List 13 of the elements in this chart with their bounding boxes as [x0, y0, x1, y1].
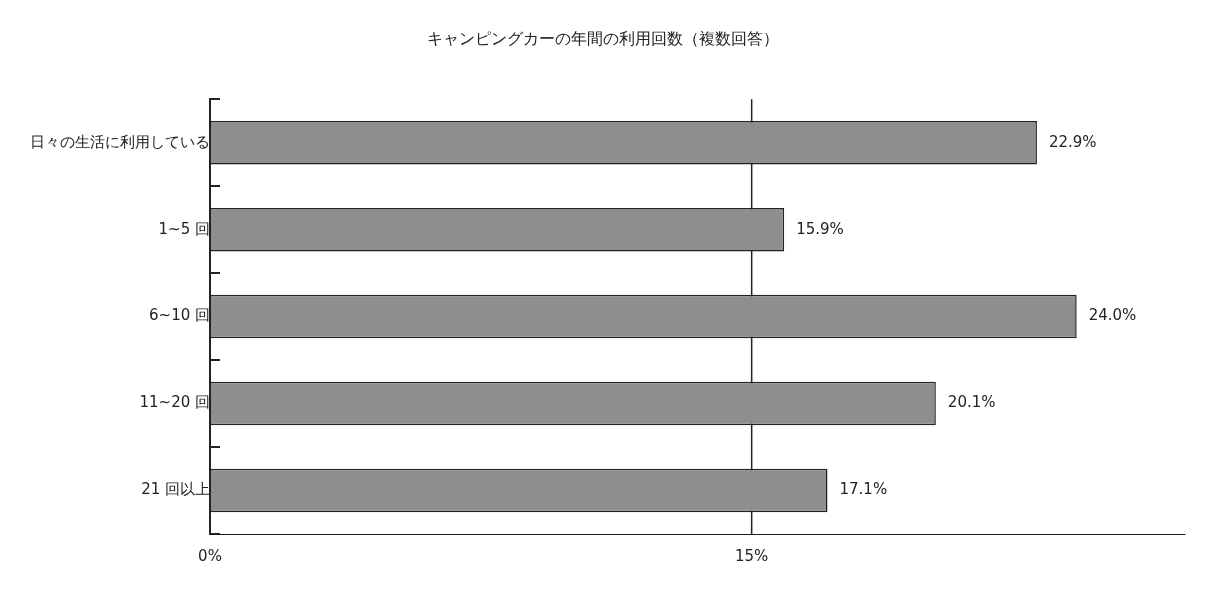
y-tick-label: 6~10 回 — [149, 306, 210, 325]
x-tick-label: 0% — [198, 546, 222, 565]
chart-title: キャンピングカーの年間の利用回数（複数回答） — [426, 28, 779, 48]
y-tick-label: 日々の生活に利用している — [30, 132, 210, 151]
x-tick-label: 15% — [734, 546, 769, 565]
data-label: 22.9% — [1048, 132, 1097, 151]
y-tick-label: 21 回以上 — [141, 480, 210, 499]
y-tick-label: 11~20 回 — [139, 393, 210, 412]
y-tick-label: 1~5 回 — [158, 219, 210, 238]
data-label: 20.1% — [947, 393, 996, 412]
data-label: 15.9% — [796, 219, 844, 238]
data-label: 17.1% — [839, 480, 888, 499]
data-label: 24.0% — [1088, 306, 1137, 325]
